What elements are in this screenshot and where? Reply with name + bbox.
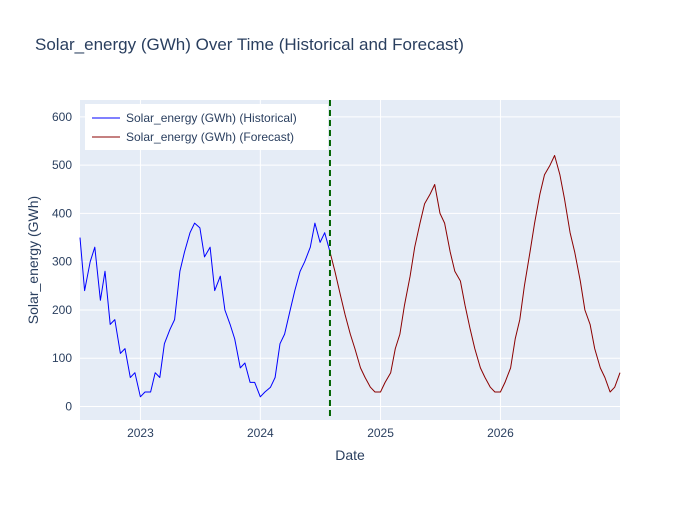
y-tick-label: 300 — [52, 255, 72, 269]
chart-title: Solar_energy (GWh) Over Time (Historical… — [35, 35, 464, 54]
plot-area — [80, 100, 620, 420]
y-tick-label: 400 — [52, 206, 72, 220]
y-tick-label: 500 — [52, 158, 72, 172]
y-tick-label: 0 — [65, 399, 72, 413]
series-line-forecast — [329, 155, 621, 393]
x-tick-label: 2023 — [127, 426, 154, 440]
legend-label-forecast: Solar_energy (GWh) (Forecast) — [126, 130, 294, 144]
legend-label-historical: Solar_energy (GWh) (Historical) — [126, 111, 297, 125]
x-tick-label: 2026 — [487, 426, 514, 440]
x-tick-label: 2024 — [247, 426, 274, 440]
legend-box — [85, 104, 328, 150]
y-tick-label: 600 — [52, 110, 72, 124]
grid-lines — [80, 100, 620, 420]
series-line-historical — [79, 222, 331, 398]
y-axis-label: Solar_energy (GWh) — [25, 196, 41, 324]
x-axis-label: Date — [335, 447, 365, 463]
x-axis-ticks: 2023 2024 2025 2026 — [127, 426, 514, 440]
series-layer — [79, 155, 621, 398]
legend: Solar_energy (GWh) (Historical) Solar_en… — [85, 104, 328, 150]
y-axis-ticks: 0 100 200 300 400 500 600 — [52, 110, 72, 414]
x-tick-label: 2025 — [367, 426, 394, 440]
y-tick-label: 200 — [52, 303, 72, 317]
y-tick-label: 100 — [52, 351, 72, 365]
